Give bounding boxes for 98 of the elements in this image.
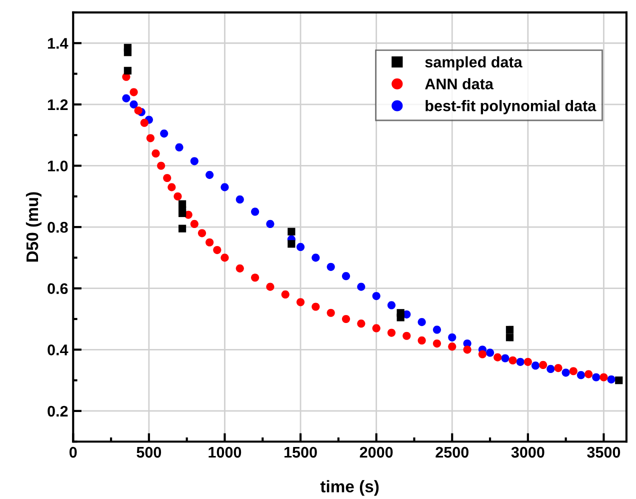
point (432, 339, 442, 348)
point (266, 282, 274, 291)
y-tick-label: 0.4 (48, 344, 68, 356)
point (584, 370, 593, 378)
x-tick-label: 0 (69, 446, 77, 458)
x-tick-label: 3000 (511, 446, 544, 458)
point (478, 350, 486, 358)
point (160, 130, 168, 138)
point (130, 88, 138, 96)
point (122, 94, 130, 102)
point (190, 220, 198, 228)
point (236, 195, 244, 204)
point (312, 254, 320, 262)
point (387, 301, 396, 310)
point (418, 318, 426, 326)
point (506, 334, 514, 342)
x-tick-label: 3500 (587, 446, 620, 458)
point (569, 367, 578, 376)
point (206, 238, 214, 246)
point (448, 342, 456, 351)
y-tick-label: 0.8 (48, 222, 68, 233)
point (357, 282, 366, 291)
legend-label: best-fit polynomial data (426, 100, 596, 114)
y-axis-title: D50 (mu) (26, 192, 42, 262)
point (326, 262, 335, 271)
point (524, 358, 532, 366)
point (516, 358, 524, 366)
point (402, 332, 411, 340)
point (418, 336, 426, 345)
point (152, 149, 160, 158)
x-tick-label: 2500 (436, 446, 468, 458)
point (342, 314, 350, 324)
x-axis-title: time (s) (320, 480, 379, 496)
point (501, 354, 510, 362)
point (281, 290, 290, 299)
point (178, 209, 186, 218)
point (174, 192, 182, 200)
point (592, 373, 600, 382)
point (251, 274, 260, 282)
point (342, 272, 350, 280)
point (463, 346, 472, 354)
point (220, 254, 229, 262)
point (562, 368, 570, 377)
point (288, 240, 296, 248)
point (175, 143, 184, 152)
point (157, 162, 166, 170)
point (506, 326, 514, 334)
point (296, 298, 305, 306)
y-tick-label: 0.6 (48, 283, 68, 294)
point (372, 292, 380, 300)
point (134, 106, 142, 115)
point (312, 302, 320, 311)
point (396, 314, 404, 322)
point (206, 170, 214, 179)
y-tick-label: 1.2 (48, 99, 68, 110)
x-tick-label: 1000 (208, 446, 242, 458)
point (140, 118, 148, 127)
point (251, 208, 260, 216)
legend-label: sampled data (425, 56, 522, 71)
x-tick-label: 2000 (360, 446, 393, 458)
point (198, 229, 206, 238)
point (296, 242, 305, 252)
point (124, 48, 132, 56)
point (615, 376, 623, 384)
point (494, 353, 502, 362)
point (326, 308, 335, 317)
point (178, 224, 186, 232)
point (168, 183, 176, 192)
point (130, 100, 138, 108)
point (539, 360, 548, 370)
point (190, 157, 198, 166)
point (531, 362, 540, 370)
point (220, 183, 229, 192)
y-tick-label: 1.4 (48, 38, 68, 49)
point (432, 326, 442, 334)
x-tick-label: 1500 (284, 446, 317, 458)
point (448, 333, 456, 342)
point (546, 364, 555, 374)
point (508, 356, 517, 364)
point (486, 348, 494, 357)
point (213, 246, 222, 254)
point (288, 228, 296, 236)
point (146, 134, 154, 142)
point (387, 328, 396, 337)
point (600, 373, 608, 382)
point (607, 375, 616, 384)
point (236, 264, 244, 272)
point (163, 174, 172, 182)
point (266, 220, 274, 228)
point (357, 320, 366, 328)
x-tick-label: 500 (136, 446, 162, 458)
point (554, 364, 562, 372)
point (372, 324, 380, 332)
y-tick-label: 0.2 (48, 406, 68, 417)
y-tick-label: 1.0 (48, 160, 68, 172)
point (576, 371, 586, 380)
point (124, 66, 132, 75)
legend-label: ANN data (425, 78, 494, 90)
